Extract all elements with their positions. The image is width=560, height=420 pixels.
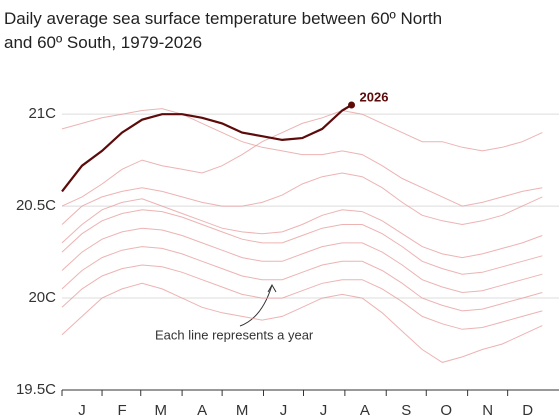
year-line <box>61 108 543 207</box>
annotation: Each line represents a year <box>155 327 314 342</box>
annotation-arrow <box>239 284 273 327</box>
chart-title: and 60º South, 1979-2026 <box>4 33 202 52</box>
series-label: 2026 <box>360 89 389 104</box>
x-tick-label: S <box>401 402 411 419</box>
x-tick-label: N <box>482 402 493 419</box>
annotation-arrowhead <box>267 283 277 293</box>
y-tick-label: 19.5C <box>16 381 56 398</box>
x-tick-label: M <box>154 402 167 419</box>
y-tick-label: 20C <box>28 289 56 306</box>
chart-title: Daily average sea surface temperature be… <box>4 9 442 28</box>
x-tick-label: O <box>440 402 452 419</box>
x-tick-label: D <box>522 402 533 419</box>
series-line <box>61 104 353 193</box>
year-line <box>61 264 543 330</box>
y-tick-label: 20.5C <box>16 197 56 214</box>
x-tick-label: A <box>360 402 370 419</box>
year-line <box>61 172 543 226</box>
end-dot <box>348 101 356 109</box>
x-tick-label: J <box>320 402 328 419</box>
year-line <box>61 198 543 259</box>
year-line <box>61 246 543 312</box>
x-tick-label: M <box>236 402 249 419</box>
x-tick-label: A <box>197 402 207 419</box>
year-line <box>61 209 543 275</box>
y-tick-label: 21C <box>28 105 56 122</box>
x-tick-label: J <box>78 402 86 419</box>
year-line <box>61 282 543 363</box>
year-line <box>61 109 543 207</box>
x-tick-label: F <box>117 402 126 419</box>
year-line <box>61 227 543 294</box>
x-tick-label: J <box>280 402 288 419</box>
